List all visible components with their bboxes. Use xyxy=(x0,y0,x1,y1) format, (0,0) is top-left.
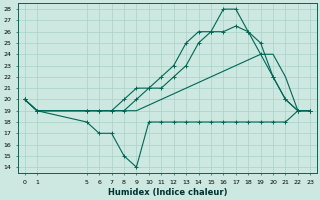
X-axis label: Humidex (Indice chaleur): Humidex (Indice chaleur) xyxy=(108,188,227,197)
